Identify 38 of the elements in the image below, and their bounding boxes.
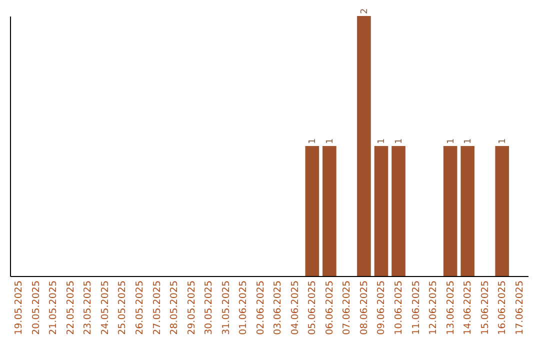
x-tick-label: 22.05.2025 [65,280,76,335]
x-tick-label: 20.05.2025 [30,280,42,335]
x-tick-label: 02.06.2025 [255,280,266,335]
x-tick-label: 30.05.2025 [204,280,215,335]
data-label: 1 [464,138,474,144]
x-tick-label: 10.06.2025 [394,280,404,335]
data-label: 1 [325,138,336,144]
x-tick-label: 04.06.2025 [290,280,301,335]
x-tick-label: 21.05.2025 [48,280,60,335]
x-tick-label: 27.05.2025 [152,280,163,335]
x-tick-label: 31.05.2025 [220,280,232,335]
x-tick-label: 11.06.2025 [410,280,422,335]
x-tick-label: 14.06.2025 [462,280,474,335]
x-tick-label: 29.05.2025 [186,280,198,335]
x-tick-label: 24.05.2025 [100,280,111,335]
x-tick-label: 28.05.2025 [169,280,180,335]
data-label: 1 [308,138,318,144]
data-label: 1 [394,138,404,144]
data-label: 1 [498,138,508,144]
x-tick-label: 12.06.2025 [428,280,440,335]
x-tick-label: 16.06.2025 [497,280,508,335]
x-tick-label: 13.06.2025 [445,280,456,335]
x-tick-label: 15.06.2025 [480,280,491,335]
data-label: 1 [446,138,456,144]
x-tick-label: 03.06.2025 [272,280,284,335]
x-tick-label: 26.05.2025 [134,280,146,335]
data-label: 2 [360,8,370,14]
data-label: 1 [377,138,388,144]
x-tick-label: 09.06.2025 [376,280,388,335]
x-tick-label: 06.06.2025 [324,280,336,335]
x-tick-label: 19.05.2025 [14,280,25,335]
x-tick-label: 23.05.2025 [82,280,94,335]
x-tick-label: 01.06.2025 [238,280,250,335]
x-tick-label: 05.06.2025 [307,280,318,335]
x-tick-label: 25.05.2025 [117,280,128,335]
x-tick-label: 07.06.2025 [342,280,353,335]
x-tick-label: 17.06.2025 [514,280,526,335]
x-tick-label: 08.06.2025 [358,280,370,335]
